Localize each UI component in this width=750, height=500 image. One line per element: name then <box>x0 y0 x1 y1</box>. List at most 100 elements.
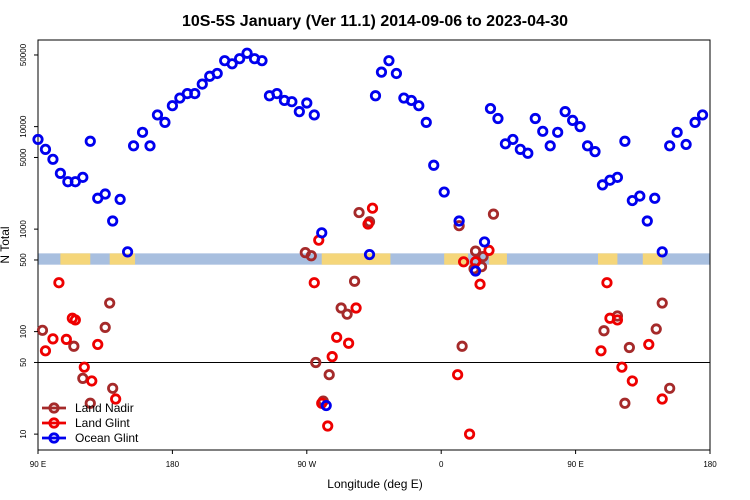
data-point <box>484 102 497 115</box>
data-point <box>99 321 111 333</box>
data-point <box>69 314 81 326</box>
data-point <box>544 140 556 152</box>
data-point <box>375 66 388 78</box>
legend-label: Land Glint <box>75 416 130 430</box>
data-point <box>47 153 59 165</box>
data-point <box>581 140 594 152</box>
data-point <box>656 246 668 258</box>
data-point <box>487 208 500 220</box>
x-axis-label: Longitude (deg E) <box>327 477 422 491</box>
data-point <box>99 188 111 200</box>
data-point <box>84 135 96 147</box>
data-point <box>32 133 44 146</box>
data-point <box>305 250 317 262</box>
data-point <box>241 47 253 59</box>
data-point <box>335 302 347 314</box>
data-point <box>127 140 140 152</box>
data-point <box>428 159 440 171</box>
data-point <box>366 202 379 214</box>
data-point <box>611 314 624 326</box>
data-point <box>122 246 134 258</box>
data-point <box>323 369 335 381</box>
legend-label: Ocean Glint <box>75 431 139 445</box>
data-point <box>619 397 631 409</box>
data-point <box>78 361 90 373</box>
data-point <box>196 78 208 90</box>
legend-marker <box>48 432 60 444</box>
data-point <box>469 245 482 257</box>
data-point <box>457 256 470 268</box>
land-segment <box>109 253 136 265</box>
data-point <box>689 116 701 128</box>
data-point <box>656 297 668 309</box>
data-point <box>369 90 382 102</box>
data-point <box>166 100 178 112</box>
data-point <box>348 275 361 287</box>
y-tick-label: 100 <box>19 324 28 338</box>
x-tick-label: 90 E <box>567 460 583 469</box>
data-point <box>453 215 465 227</box>
data-point <box>477 250 489 263</box>
data-point <box>47 333 59 345</box>
data-point <box>54 167 67 179</box>
data-point <box>405 94 417 107</box>
land-segment <box>321 253 391 265</box>
plot-frame <box>37 39 711 451</box>
data-point <box>589 146 601 158</box>
data-point <box>308 109 320 121</box>
legend-item: Ocean Glint <box>42 431 139 445</box>
y-axis-label: N Total <box>0 226 12 263</box>
data-point <box>107 215 119 227</box>
data-point <box>104 297 116 309</box>
data-point <box>478 236 491 248</box>
data-point <box>39 345 52 357</box>
data-point <box>320 399 332 412</box>
data-point <box>649 192 661 204</box>
y-tick-label: 50000 <box>19 43 28 66</box>
data-point <box>77 372 89 384</box>
data-point <box>383 55 395 67</box>
series-ocean-glint <box>32 47 709 412</box>
y-tick-label: 50 <box>19 357 28 366</box>
land-segment <box>642 253 663 265</box>
series-land-glint <box>39 202 668 440</box>
data-point <box>390 67 402 80</box>
data-point <box>529 112 541 125</box>
series-land-nadir <box>36 206 676 409</box>
data-point <box>559 106 571 118</box>
legend-label: Land Nadir <box>75 401 134 415</box>
data-point <box>86 375 98 387</box>
y-tick-label: 500 <box>19 253 28 267</box>
land-segment <box>488 253 507 265</box>
data-point <box>656 393 668 405</box>
y-tick-label: 1000 <box>19 220 28 238</box>
data-point <box>53 277 65 289</box>
data-point <box>619 135 631 147</box>
data-point <box>567 114 579 127</box>
data-point <box>420 116 432 128</box>
data-point <box>234 53 246 65</box>
x-tick-label: 180 <box>703 460 717 469</box>
land-segment <box>444 253 469 265</box>
land-segment <box>60 253 91 265</box>
data-point <box>353 206 365 219</box>
data-point <box>643 338 655 351</box>
legend-marker <box>48 402 60 414</box>
data-point <box>68 340 80 352</box>
data-point <box>326 351 338 363</box>
data-point <box>492 112 504 125</box>
y-tick-label: 5000 <box>19 148 28 166</box>
data-point <box>413 100 425 112</box>
x-tick-label: 180 <box>166 460 180 469</box>
data-point <box>595 345 607 357</box>
data-point <box>680 138 692 151</box>
data-point <box>456 340 468 352</box>
data-point <box>552 126 564 138</box>
data-point <box>39 143 52 155</box>
data-point <box>301 97 313 109</box>
data-point <box>331 331 343 343</box>
data-point <box>350 302 362 314</box>
data-point <box>474 278 486 290</box>
data-point <box>343 337 355 349</box>
